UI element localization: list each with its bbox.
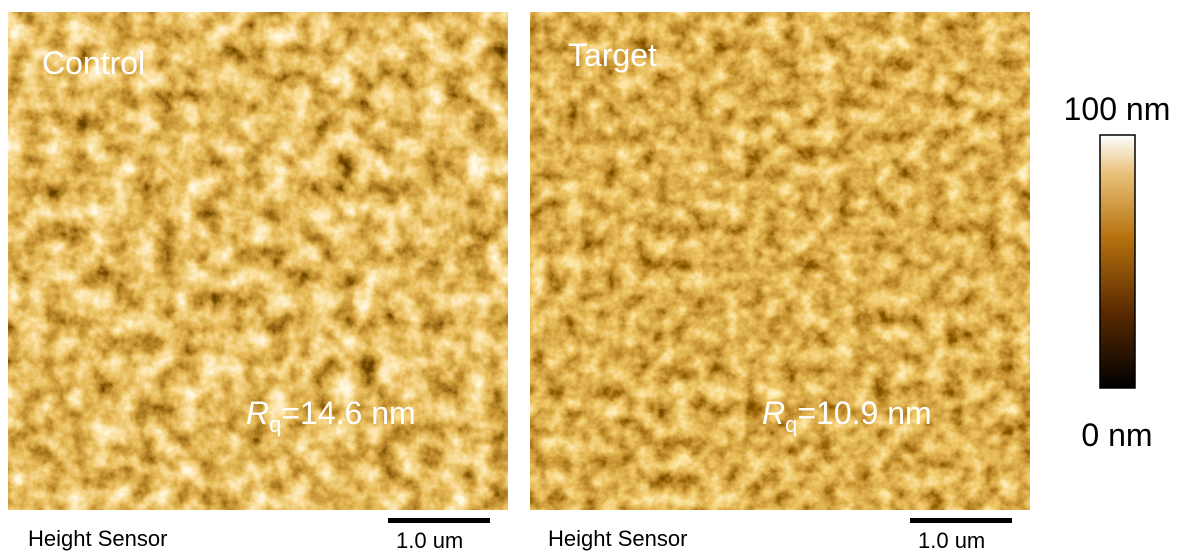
colorbar-min: 0 nm	[1081, 417, 1152, 453]
scale-bar	[388, 518, 490, 523]
colorbar-max: 100 nm	[1064, 91, 1171, 127]
afm-image	[8, 12, 508, 510]
afm-image	[530, 12, 1030, 510]
figure: Control Target Rq=14.6 nm Rq=10.9 nm Hei…	[0, 0, 1187, 556]
sensor-label: Height Sensor	[548, 526, 687, 551]
panel-label: Target	[568, 37, 657, 73]
scale-label: 1.0 um	[396, 528, 463, 553]
scale-bar	[910, 518, 1012, 523]
scale-label: 1.0 um	[918, 528, 985, 553]
panel-label: Control	[42, 45, 145, 81]
colorbar	[1100, 135, 1135, 388]
sensor-label: Height Sensor	[28, 526, 167, 551]
